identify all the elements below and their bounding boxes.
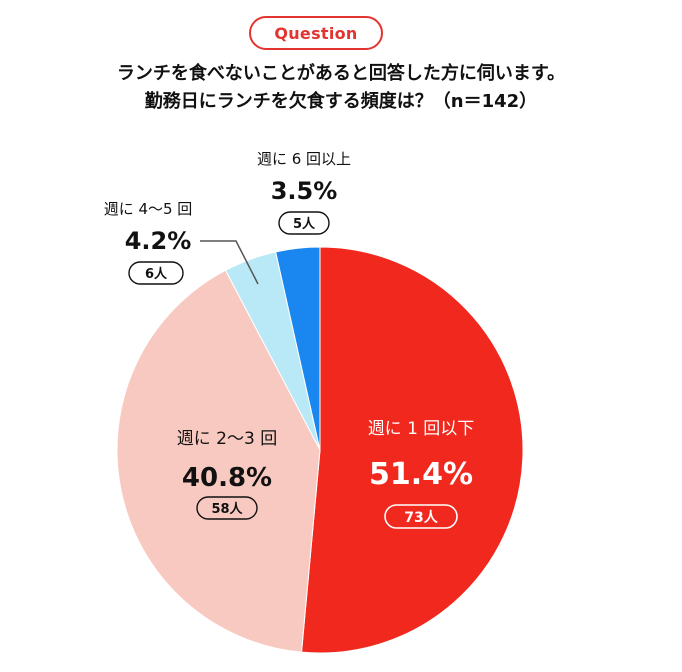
pie-slice-4 — [275, 246, 321, 451]
leader-lines — [200, 240, 259, 285]
slice-4-count: 5人 — [293, 216, 316, 232]
slice-3-label: 週に 4〜5 回 — [104, 200, 193, 218]
slice-1-count: 73人 — [404, 509, 438, 526]
pie-slice-1 — [300, 246, 524, 654]
slice-3-leader-line — [200, 240, 259, 285]
slice-1-count-pill — [384, 504, 458, 529]
label-group-slice-1: 週に 1 回以下 51.4% 73人 — [368, 419, 475, 529]
question-badge: Question — [249, 16, 383, 50]
label-group-slice-3: 週に 4〜5 回 4.2% 6人 — [104, 200, 193, 285]
chart-title: ランチを食べないことがあると回答した方に伺います。 勤務日にランチを欠食する頻度… — [0, 60, 682, 116]
label-group-slice-2: 週に 2〜3 回 40.8% 58人 — [177, 429, 277, 520]
slice-4-percent: 3.5% — [271, 177, 338, 205]
slice-3-percent: 4.2% — [125, 227, 192, 255]
pie-slices — [116, 246, 524, 654]
title-line-2: 勤務日にランチを欠食する頻度は？（n＝142） — [144, 91, 538, 112]
slice-2-count: 58人 — [211, 501, 243, 517]
title-line-1: ランチを食べないことがあると回答した方に伺います。 — [116, 63, 566, 84]
slice-1-percent: 51.4% — [369, 457, 473, 492]
slice-2-label: 週に 2〜3 回 — [177, 429, 277, 449]
slice-4-label: 週に 6 回以上 — [257, 150, 351, 168]
slice-2-count-pill — [196, 496, 258, 520]
slice-4-count-pill — [278, 211, 330, 235]
slice-1-label: 週に 1 回以下 — [368, 419, 475, 439]
slice-3-count-pill — [128, 261, 184, 285]
label-group-slice-4: 週に 6 回以上 3.5% 5人 — [257, 150, 351, 235]
pie-slice-2 — [116, 269, 321, 653]
slice-3-count: 6人 — [145, 266, 168, 282]
slice-2-percent: 40.8% — [182, 463, 272, 493]
